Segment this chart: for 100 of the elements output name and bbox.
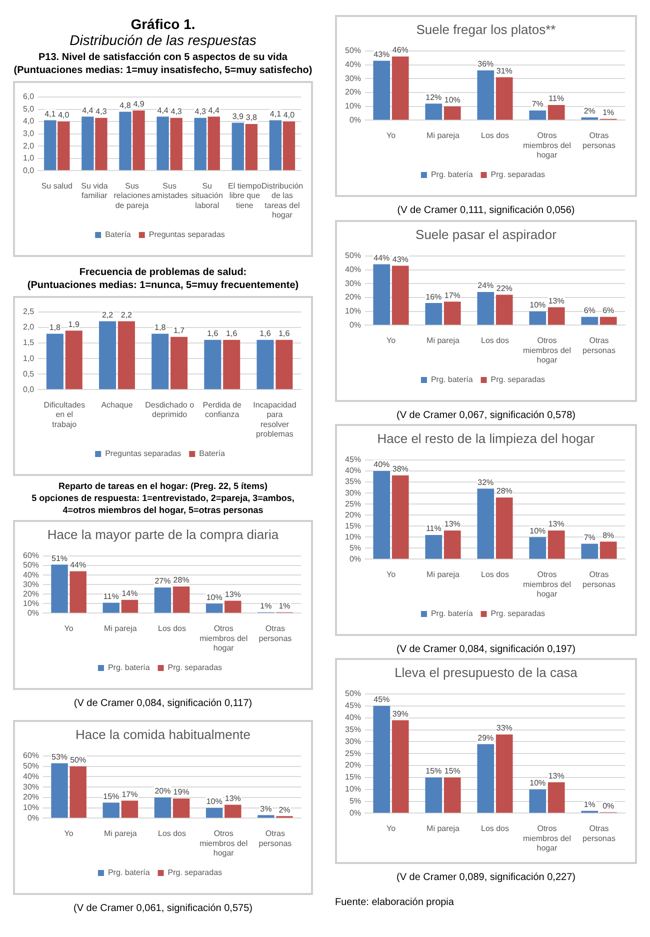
data-label: 31%	[496, 66, 512, 76]
bar	[170, 336, 188, 390]
data-label: 53%	[52, 752, 68, 762]
data-label: 39%	[392, 709, 408, 718]
bar	[392, 56, 409, 120]
y-tick-label: 30%	[22, 580, 40, 589]
y-tick-label: 5,0	[22, 104, 35, 114]
data-label: 16%	[426, 292, 442, 302]
bar	[65, 330, 82, 390]
y-tick-label: 25%	[344, 748, 362, 758]
bar	[46, 334, 64, 390]
x-tick-label: Otras personas	[582, 131, 616, 150]
x-tick-label: Los dos	[158, 624, 186, 634]
data-label: 22%	[496, 284, 512, 293]
bar	[425, 777, 442, 813]
x-tick-label: Los dos	[480, 336, 510, 346]
data-label: 51%	[52, 554, 68, 563]
text: (V de Cramer 0,061, significación 0,575)	[72, 903, 254, 914]
data-label: 43%	[392, 254, 408, 264]
y-tick-label: 0%	[27, 813, 40, 822]
y-tick-label: 10%	[22, 803, 40, 812]
chart-title: Lleva el presupuesto de la casa	[394, 664, 578, 682]
bar	[529, 537, 546, 559]
bar	[70, 766, 86, 818]
legend-label: Prg. separadas	[490, 609, 546, 618]
bar	[496, 497, 513, 559]
x-tick-label: Achaque	[101, 400, 134, 410]
bar	[95, 118, 108, 170]
data-label: 4,3	[96, 107, 108, 116]
chart-subtitle: Gráfico 1. Distribución de las respuestas	[68, 16, 258, 48]
x-tick-label: Mi pareja	[426, 131, 460, 140]
text: (V de Cramer 0,111, significación 0,056)	[396, 205, 576, 216]
data-label: 2%	[584, 106, 596, 116]
bar	[121, 600, 138, 613]
data-label: 1,7	[173, 326, 186, 336]
data-label: 1%	[278, 601, 290, 610]
data-label: 13%	[548, 771, 564, 780]
y-tick-label: 60%	[22, 751, 40, 760]
legend-label: Prg. batería	[430, 609, 474, 618]
y-tick-label: 30%	[344, 736, 362, 746]
bar	[256, 340, 274, 390]
data-label: 38%	[392, 464, 408, 474]
bar	[581, 544, 598, 559]
x-tick-label: Otros miembros del hogar	[200, 624, 248, 652]
y-tick-label: 6,0	[22, 92, 35, 102]
data-label: 43%	[374, 50, 390, 59]
bar	[581, 316, 598, 325]
data-label: 3%	[260, 804, 272, 814]
chart-title: Hace la comida habitualmente	[74, 726, 252, 744]
y-tick-label: 4,0	[22, 116, 35, 126]
data-label: 11%	[548, 94, 564, 104]
text: (V de Cramer 0,067, significación 0,578)	[396, 410, 576, 421]
data-label: 1,6	[260, 329, 272, 338]
bar	[156, 116, 169, 170]
y-tick-label: 30%	[344, 74, 362, 83]
chart-title: Suele pasar el aspirador	[414, 226, 558, 244]
bar	[548, 104, 565, 120]
bar	[373, 60, 390, 120]
bar	[600, 542, 617, 559]
chart-title: Frecuencia de problemas de salud: (Puntuaciones medias: 1=nunca, 5=muy frecuentemente)	[26, 266, 300, 292]
data-label: 2,2	[120, 310, 133, 320]
x-tick-label: Otros miembros del hogar	[522, 824, 572, 852]
data-label: 4,4	[82, 106, 94, 115]
bar	[51, 763, 68, 818]
bar	[548, 307, 565, 325]
bar	[276, 340, 293, 390]
bar	[444, 530, 461, 559]
bar	[373, 264, 390, 325]
data-label: 1%	[584, 800, 596, 810]
bar	[194, 118, 206, 170]
bar	[496, 77, 513, 120]
bar	[600, 316, 617, 325]
data-label: 32%	[478, 478, 494, 487]
x-tick-label: Otras personas	[258, 829, 292, 848]
bar	[82, 116, 94, 170]
y-tick-label: 0,0	[22, 384, 35, 394]
legend-label: Prg. separadas	[168, 663, 222, 672]
y-tick-label: 10%	[22, 598, 40, 608]
y-tick-label: 35%	[344, 477, 362, 486]
bar	[392, 720, 409, 813]
bar	[269, 120, 282, 170]
x-tick-label: Otras personas	[582, 336, 616, 355]
data-label: 15%	[444, 766, 460, 776]
bar	[223, 340, 240, 390]
x-tick-label: Sus amistades	[151, 182, 188, 200]
y-tick-label: 40%	[22, 772, 40, 781]
bar	[206, 808, 223, 818]
y-tick-label: 10%	[344, 784, 362, 794]
legend-label: Preguntas separadas	[148, 230, 225, 240]
data-label: 10%	[530, 778, 546, 788]
data-label: 40%	[374, 460, 390, 470]
bar	[119, 112, 132, 170]
bar	[170, 118, 182, 170]
bar	[529, 311, 546, 325]
x-tick-label: Incapacidad para resolver problemas	[253, 400, 296, 438]
y-tick-label: 50%	[22, 560, 40, 570]
y-tick-label: 20%	[344, 760, 362, 770]
text: (V de Cramer 0,084, significación 0,117)	[72, 698, 254, 709]
data-label: 33%	[496, 724, 512, 733]
legend-label: Prg. separadas	[490, 375, 546, 384]
